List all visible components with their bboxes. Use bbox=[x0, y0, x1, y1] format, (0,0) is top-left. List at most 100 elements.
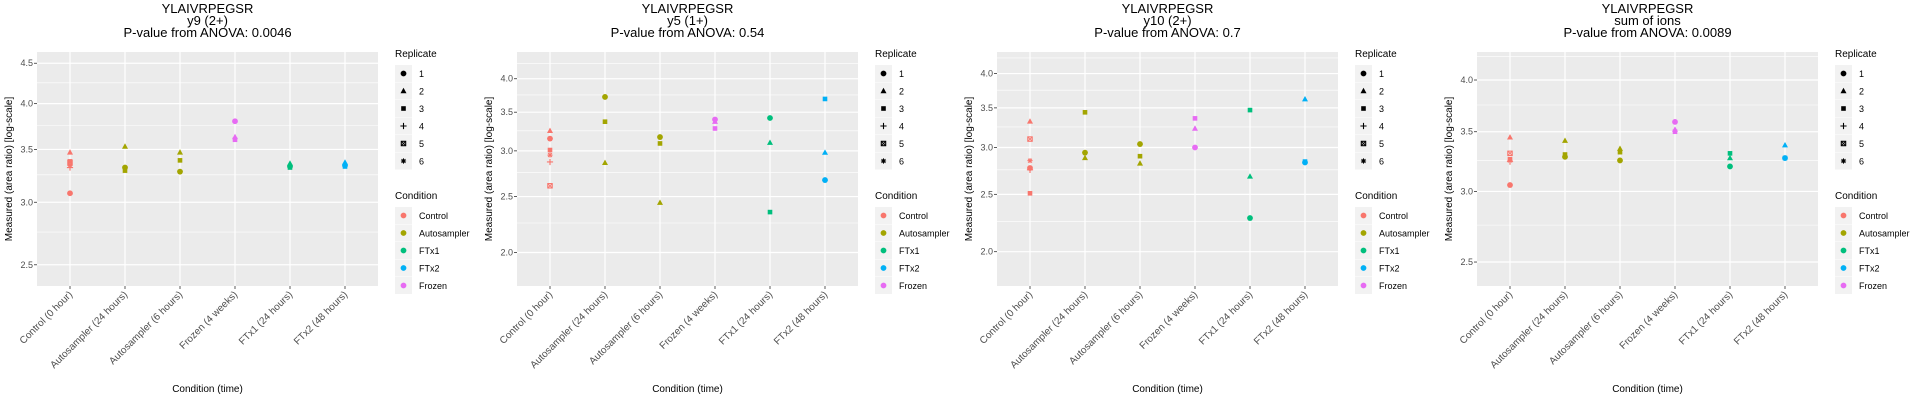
data-point bbox=[657, 134, 663, 140]
legend-replicate-label: 5 bbox=[899, 139, 904, 149]
x-axis-title: Condition (time) bbox=[172, 384, 243, 395]
legend-color-dot-icon bbox=[880, 282, 887, 289]
data-point bbox=[1137, 153, 1143, 159]
legend-replicate-title: Replicate bbox=[1835, 49, 1877, 60]
data-point bbox=[1192, 116, 1198, 121]
legend-replicate-label: 6 bbox=[419, 157, 424, 167]
chart-title-line-3: P-value from ANOVA: 0.54 bbox=[611, 25, 765, 40]
plot-background bbox=[1477, 52, 1818, 286]
y-tick-label: 2.0 bbox=[980, 247, 993, 257]
legend-color-dot-icon bbox=[400, 212, 407, 219]
data-point bbox=[1027, 158, 1033, 164]
legend-condition-title: Condition bbox=[395, 191, 437, 202]
y-tick-label: 2.5 bbox=[500, 192, 513, 202]
data-point bbox=[602, 159, 608, 166]
legend-color-dot-icon bbox=[400, 265, 407, 271]
data-point bbox=[1302, 159, 1308, 164]
data-point bbox=[342, 164, 348, 169]
legend-condition-title: Condition bbox=[875, 191, 917, 202]
data-point bbox=[1507, 150, 1513, 157]
y-tick-label: 4.0 bbox=[980, 69, 993, 79]
y-tick-label: 4.0 bbox=[20, 99, 33, 109]
legend-condition-label: FTx1 bbox=[1379, 246, 1400, 256]
data-point bbox=[177, 168, 183, 175]
data-point bbox=[287, 160, 293, 166]
legend-shape-asterisk-icon bbox=[1840, 158, 1847, 164]
data-point bbox=[822, 149, 828, 155]
legend-shape-triangle-icon bbox=[400, 87, 407, 94]
legend-color-dot-icon bbox=[1360, 265, 1367, 271]
data-point bbox=[822, 177, 828, 183]
legend-shape-square-cross-icon bbox=[880, 140, 887, 147]
y-axis-title: Measured (area ratio) [log-scale] bbox=[4, 97, 15, 242]
legend-replicate-label: 5 bbox=[1379, 139, 1384, 149]
data-point bbox=[342, 159, 348, 165]
data-point bbox=[767, 139, 773, 145]
legend-shape-triangle-icon bbox=[880, 87, 887, 94]
data-point bbox=[1617, 149, 1623, 155]
data-point bbox=[1617, 145, 1623, 151]
y-axis-title: Measured (area ratio) [log-scale] bbox=[484, 97, 495, 242]
data-point bbox=[767, 115, 773, 121]
legend-replicate-label: 6 bbox=[899, 157, 904, 167]
y-tick-label: 2.5 bbox=[980, 189, 993, 199]
legend-condition-label: Autosampler bbox=[1859, 229, 1910, 239]
legend-condition-label: Control bbox=[419, 211, 448, 221]
legend-replicate-label: 2 bbox=[419, 87, 424, 97]
legend-shape-triangle-icon bbox=[1840, 87, 1847, 94]
legend-shape-square-cross-icon-box bbox=[880, 140, 887, 147]
plot-background bbox=[517, 52, 858, 286]
legend-color-dot-icon bbox=[1840, 230, 1847, 236]
legend-color-dot-icon bbox=[1840, 265, 1847, 271]
chart-title-line-2: sum of ions bbox=[1614, 13, 1681, 28]
data-point bbox=[1782, 155, 1788, 161]
chart-title-line-3: P-value from ANOVA: 0.0089 bbox=[1563, 25, 1731, 40]
legend-shape-square-cross-icon bbox=[1840, 140, 1847, 147]
x-tick-label: FTx1 (24 hours) bbox=[237, 289, 295, 347]
data-point bbox=[67, 159, 73, 164]
data-point bbox=[1192, 144, 1198, 151]
data-point bbox=[177, 149, 183, 155]
legend-condition-label: Autosampler bbox=[419, 229, 470, 239]
chart-title-line-1: YLAIVRPEGSR bbox=[642, 1, 734, 16]
y-tick-label: 3.5 bbox=[1460, 127, 1473, 137]
x-tick-label: FTx1 (24 hours) bbox=[717, 289, 775, 347]
chart-title-line-2: y9 (2+) bbox=[187, 13, 228, 28]
x-tick-label: FTx2 (48 hours) bbox=[1732, 289, 1790, 347]
legend-shape-asterisk-icon bbox=[880, 158, 887, 164]
legend-shape-circle-icon bbox=[880, 70, 887, 77]
x-tick-label: FTx2 (48 hours) bbox=[1252, 289, 1310, 347]
legend-shape-circle-icon bbox=[1840, 70, 1847, 77]
legend-replicate-label: 2 bbox=[899, 87, 904, 97]
legend-replicate-label: 4 bbox=[1379, 122, 1384, 132]
legend-replicate-label: 3 bbox=[899, 104, 904, 114]
y-tick-label: 4.0 bbox=[1460, 75, 1473, 85]
legend-replicate-label: 4 bbox=[1859, 122, 1864, 132]
legend-replicate-label: 2 bbox=[1859, 87, 1864, 97]
data-point bbox=[67, 190, 73, 197]
x-tick-label: FTx2 (48 hours) bbox=[292, 289, 350, 347]
legend-condition-label: Control bbox=[1859, 211, 1888, 221]
legend-shape-square-icon bbox=[1841, 106, 1846, 111]
legend-shape-plus-icon bbox=[400, 122, 407, 130]
y-tick-label: 3.0 bbox=[500, 146, 513, 156]
data-point bbox=[602, 119, 608, 124]
data-point bbox=[1782, 142, 1788, 148]
legend-shape-square-icon bbox=[881, 106, 886, 111]
legend-color-dot-icon bbox=[400, 282, 407, 289]
data-point bbox=[232, 118, 238, 125]
data-point bbox=[657, 141, 663, 146]
x-tick-label: FTx2 (48 hours) bbox=[772, 289, 830, 347]
data-point bbox=[1026, 166, 1034, 173]
x-tick-label: Control (0 hour) bbox=[498, 289, 555, 346]
legend-condition-label: Frozen bbox=[419, 281, 447, 291]
legend-replicate-label: 4 bbox=[419, 122, 424, 132]
legend-condition-label: FTx2 bbox=[899, 264, 920, 274]
data-point bbox=[1302, 96, 1308, 102]
legend-shape-asterisk-icon bbox=[1360, 158, 1367, 164]
legend-color-dot-icon bbox=[1840, 282, 1847, 289]
x-axis-title: Condition (time) bbox=[652, 384, 723, 395]
